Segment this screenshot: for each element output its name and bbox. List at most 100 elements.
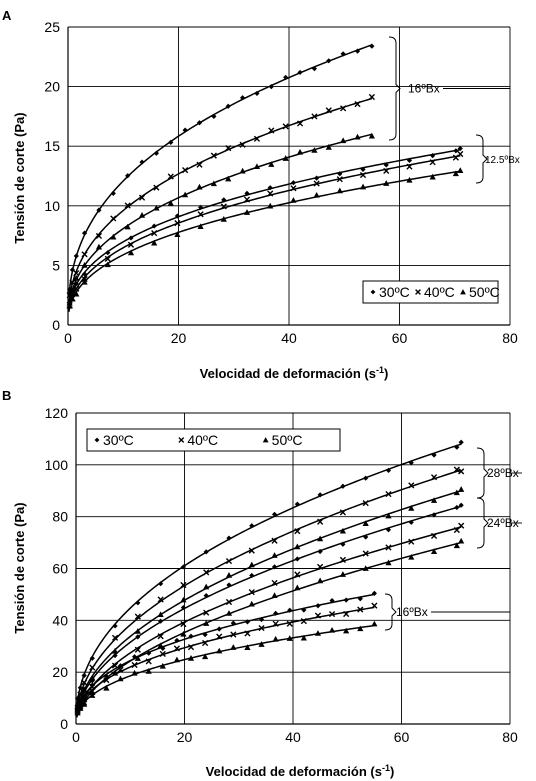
data-point	[408, 553, 415, 560]
data-point	[151, 230, 158, 237]
data-point	[268, 127, 275, 134]
data-point	[314, 175, 320, 181]
data-point	[294, 543, 301, 550]
data-point	[343, 597, 349, 603]
series	[67, 43, 375, 298]
data-point	[430, 474, 438, 481]
data-point	[157, 633, 164, 640]
data-point	[111, 647, 119, 654]
x-tick-label: 60	[394, 729, 410, 745]
data-point	[225, 175, 232, 182]
data-point	[340, 105, 347, 112]
data-point	[128, 235, 134, 241]
data-point	[371, 590, 377, 596]
data-point	[146, 650, 152, 656]
data-point	[340, 137, 347, 144]
data-point	[408, 460, 414, 466]
data-point	[197, 223, 204, 230]
data-point	[96, 207, 102, 213]
data-point	[187, 644, 195, 651]
data-point	[290, 197, 297, 203]
data-point	[180, 630, 187, 637]
data-point	[340, 541, 346, 547]
data-point	[458, 537, 465, 544]
data-point	[406, 163, 413, 170]
panel-a: A 0 20 40 60 80 0 5 10 15 20 25 Velocidad de defo…	[2, 8, 520, 381]
legend-box	[362, 280, 499, 304]
data-point	[273, 610, 279, 616]
data-point	[326, 58, 332, 64]
legend-entry: 30ºC	[370, 284, 410, 300]
data-point	[286, 635, 293, 641]
data-point	[243, 209, 251, 215]
legend-label: 30ºC	[103, 432, 134, 448]
data-point	[362, 565, 369, 571]
data-point	[262, 437, 269, 443]
data-point	[145, 668, 152, 674]
data-point	[340, 483, 346, 489]
group-bracket	[476, 447, 489, 499]
data-point	[138, 211, 146, 218]
data-point	[89, 664, 96, 671]
data-point	[458, 522, 465, 529]
x-tick-label: 40	[281, 330, 297, 346]
series-line	[68, 133, 373, 308]
data-point	[343, 610, 350, 618]
data-point	[197, 211, 204, 218]
data-point	[203, 549, 209, 555]
concentration-group: 16ºBx	[388, 36, 510, 141]
y-axis-title: Tensión de corte (Pa)	[12, 112, 27, 243]
data-point	[151, 239, 158, 246]
data-point	[81, 278, 88, 285]
data-point	[294, 528, 301, 535]
data-point	[216, 647, 223, 654]
data-point	[81, 262, 88, 268]
series-line	[76, 443, 462, 707]
data-point	[325, 107, 332, 114]
data-point	[135, 634, 141, 640]
data-point	[458, 486, 465, 492]
data-point	[415, 289, 421, 295]
data-point	[385, 544, 392, 551]
data-point	[73, 281, 79, 287]
data-point	[430, 532, 438, 540]
data-point	[313, 191, 320, 198]
data-point	[174, 637, 180, 644]
data-point	[73, 290, 80, 297]
data-point	[458, 439, 464, 445]
legend-box	[86, 428, 341, 452]
data-point	[103, 673, 109, 679]
legend-label: 50ºC	[272, 432, 303, 448]
data-point	[430, 497, 438, 503]
data-point	[385, 527, 392, 533]
data-point	[111, 634, 119, 641]
data-point	[311, 113, 318, 120]
data-point	[112, 652, 118, 659]
data-point	[314, 630, 322, 636]
panel-b: B 0 20 40 60 80 0 20 40 60 80 100 120 Velocidad de…	[2, 388, 522, 779]
data-point	[253, 135, 261, 142]
series-line	[76, 606, 375, 715]
grid	[68, 26, 511, 325]
data-point	[131, 654, 138, 660]
data-point	[244, 630, 251, 637]
data-point	[127, 249, 135, 256]
data-point	[95, 232, 103, 240]
data-point	[340, 51, 346, 57]
data-point	[216, 633, 223, 640]
data-point	[225, 145, 232, 152]
x-tick-label: 40	[285, 729, 301, 745]
data-point	[196, 183, 203, 190]
data-point	[203, 593, 209, 599]
series	[74, 537, 465, 718]
data-point	[317, 577, 324, 584]
data-point	[429, 173, 436, 180]
concentration-group: 28ºBx	[476, 447, 522, 499]
data-point	[315, 603, 321, 609]
y-tick-label: 60	[52, 561, 68, 577]
data-point	[69, 295, 76, 302]
data-point	[145, 658, 152, 665]
y-tick-labels: 0 20 40 60 80 100 120	[45, 405, 69, 732]
data-point	[244, 190, 250, 196]
data-point	[362, 520, 369, 526]
